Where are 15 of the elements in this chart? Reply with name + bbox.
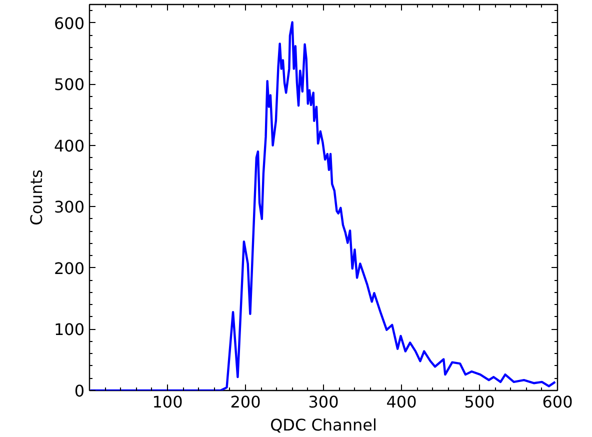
y-tick-label: 500 — [54, 75, 85, 94]
y-tick-label: 200 — [54, 258, 85, 278]
x-axis-title: QDC Channel — [270, 416, 377, 434]
x-tick-label: 500 — [464, 392, 495, 412]
y-tick-label: 100 — [54, 320, 85, 340]
x-tick-label: 600 — [542, 392, 573, 412]
y-tick-label: 300 — [54, 198, 85, 217]
y-tick-label: 600 — [54, 14, 85, 33]
y-tick-label: 400 — [54, 136, 85, 156]
x-tick-label: 400 — [386, 392, 417, 412]
x-tick-label: 200 — [230, 392, 261, 412]
y-tick-label: 0 — [74, 382, 85, 400]
x-tick-label: 100 — [152, 392, 183, 412]
y-axis-title: Counts — [26, 170, 46, 226]
x-tick-label: 300 — [308, 392, 339, 412]
